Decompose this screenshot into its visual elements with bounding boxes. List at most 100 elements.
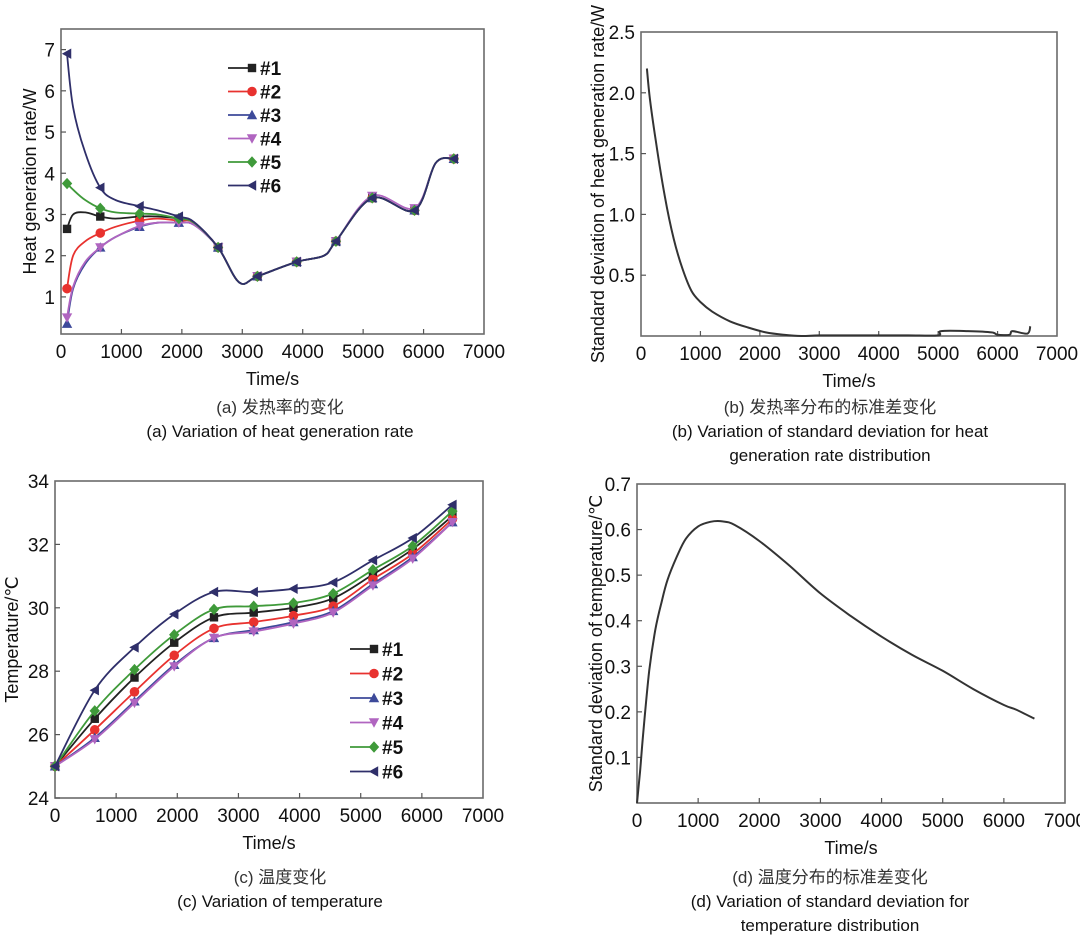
x-tick-label: 4000 bbox=[278, 806, 320, 827]
y-tick-label: 30 bbox=[28, 599, 49, 620]
x-tick-label: 2000 bbox=[161, 342, 203, 363]
data-point bbox=[367, 581, 379, 591]
y-tick-label: 24 bbox=[28, 789, 50, 810]
y-tick-label: 0.3 bbox=[605, 657, 631, 678]
y-tick-label: 34 bbox=[28, 472, 50, 493]
x-axis-title: Time/s bbox=[822, 371, 875, 391]
legend-label: #2 bbox=[382, 665, 403, 686]
data-point bbox=[49, 761, 60, 772]
series-n6 bbox=[61, 48, 458, 285]
caption-d-zh: (d) 温度分布的标准差变化 bbox=[732, 868, 928, 887]
data-point bbox=[249, 608, 258, 617]
caption-d-en-1: (d) Variation of standard deviation for bbox=[690, 892, 970, 911]
series-n1 bbox=[62, 154, 458, 285]
y-tick-label: 0.7 bbox=[605, 475, 631, 496]
data-point bbox=[248, 600, 259, 612]
data-point bbox=[95, 202, 106, 214]
y-axis-title: Standard deviation of heat generation ra… bbox=[588, 5, 608, 363]
legend-label: #1 bbox=[260, 59, 282, 80]
y-tick-label: 2.5 bbox=[609, 23, 635, 44]
caption-b-en-1: (b) Variation of standard deviation for … bbox=[671, 422, 989, 441]
data-point bbox=[248, 627, 259, 637]
caption-a-en-1: (a) Variation of heat generation rate bbox=[146, 422, 414, 441]
x-tick-label: 0 bbox=[636, 344, 647, 365]
data-point bbox=[208, 633, 220, 644]
caption-c-zh: (c) 温度变化 bbox=[233, 868, 327, 887]
data-point bbox=[208, 586, 219, 598]
data-point bbox=[170, 638, 179, 647]
legend-marker bbox=[369, 668, 379, 679]
legend-label: #3 bbox=[260, 106, 281, 127]
y-tick-label: 1 bbox=[44, 288, 55, 309]
data-point bbox=[90, 714, 99, 723]
data-point bbox=[447, 499, 457, 510]
x-axis-title: Time/s bbox=[242, 833, 295, 853]
data-point bbox=[209, 613, 219, 622]
y-tick-label: 7 bbox=[44, 41, 55, 62]
data-point bbox=[62, 224, 72, 234]
legend-marker bbox=[246, 180, 257, 191]
series-line bbox=[645, 68, 1032, 338]
data-point bbox=[89, 685, 99, 696]
legend-label: #6 bbox=[260, 177, 281, 198]
data-point bbox=[328, 608, 339, 618]
x-axis-title: Time/s bbox=[824, 838, 877, 858]
data-point bbox=[448, 153, 458, 165]
series-n4 bbox=[49, 518, 458, 772]
x-tick-label: 7000 bbox=[463, 342, 505, 363]
chart-c: 0 1000 2000 3000 4000 5000 6000 7000 24 26 28 30 32 3… bbox=[2, 472, 504, 853]
x-tick-label: 3000 bbox=[798, 344, 840, 365]
x-tick-label: 0 bbox=[632, 811, 643, 832]
chart-a: 0 1000 2000 3000 4000 5000 6000 7000 1 2 3 4 5 6 7 Time… bbox=[20, 28, 505, 389]
caption-d: (d) 温度分布的标准差变化 (d) Variation of standard… bbox=[600, 866, 1060, 938]
y-tick-label: 32 bbox=[28, 535, 49, 556]
data-point bbox=[169, 608, 179, 620]
y-tick-label: 0.6 bbox=[605, 521, 631, 542]
y-tick-label: 26 bbox=[28, 726, 49, 747]
caption-c: (c) 温度变化 (c) Variation of temperature bbox=[60, 866, 500, 914]
x-tick-label: 4000 bbox=[858, 344, 900, 365]
caption-a: (a) 发热率的变化 (a) Variation of heat generat… bbox=[60, 396, 500, 444]
data-point bbox=[129, 698, 140, 709]
data-point bbox=[89, 735, 100, 745]
chart-c-legend: #1 #2 #3 #4 #5 #6 bbox=[350, 640, 404, 784]
x-tick-label: 5000 bbox=[922, 811, 964, 832]
x-tick-label: 7000 bbox=[462, 806, 504, 827]
data-point bbox=[129, 687, 140, 697]
data-point bbox=[89, 725, 100, 735]
legend-label: #6 bbox=[382, 763, 403, 784]
x-tick-label: 1000 bbox=[677, 811, 719, 832]
data-point bbox=[130, 673, 139, 682]
x-tick-label: 2000 bbox=[738, 811, 780, 832]
y-tick-label: 1.0 bbox=[609, 205, 635, 226]
legend-marker bbox=[368, 741, 380, 753]
y-tick-label: 0.1 bbox=[605, 748, 631, 769]
data-point bbox=[62, 283, 72, 294]
data-point bbox=[61, 318, 73, 328]
x-axis-title: Time/s bbox=[246, 369, 299, 389]
chart-b-frame bbox=[640, 31, 1058, 337]
data-point bbox=[61, 313, 73, 323]
data-point bbox=[129, 663, 140, 676]
x-tick-label: 4000 bbox=[282, 342, 324, 363]
x-tick-label: 1000 bbox=[100, 342, 142, 363]
x-tick-label: 6000 bbox=[976, 344, 1018, 365]
y-tick-label: 3 bbox=[44, 205, 55, 226]
data-point bbox=[95, 228, 106, 238]
legend-label: #1 bbox=[382, 640, 404, 661]
data-point bbox=[367, 555, 378, 566]
series-n5 bbox=[49, 505, 458, 772]
x-tick-label: 3000 bbox=[217, 806, 259, 827]
y-axis-title: Heat generation rate/W bbox=[20, 88, 40, 274]
caption-b-zh: (b) 发热率分布的标准差变化 bbox=[723, 398, 937, 417]
data-point bbox=[95, 243, 106, 253]
y-tick-label: 28 bbox=[28, 662, 49, 683]
x-tick-label: 1000 bbox=[95, 806, 137, 827]
caption-d-en-2: temperature distribution bbox=[740, 916, 920, 935]
legend-marker bbox=[368, 766, 379, 777]
data-point bbox=[291, 256, 301, 268]
y-tick-label: 5 bbox=[44, 123, 55, 144]
data-point bbox=[407, 554, 418, 564]
chart-d-frame bbox=[636, 483, 1066, 804]
